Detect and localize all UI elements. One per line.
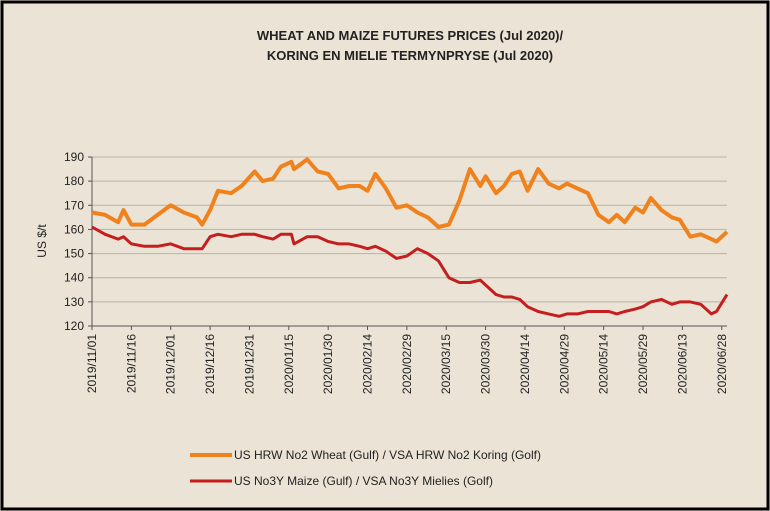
x-tick-label: 2020/02/29	[400, 334, 414, 394]
chart-subtitle: KORING EN MIELIE TERMYNPRYSE (Jul 2020)	[267, 48, 553, 63]
y-tick-label: 180	[64, 174, 84, 188]
legend-label: US No3Y Maize (Gulf) / VSA No3Y Mielies …	[234, 474, 493, 488]
legend-label: US HRW No2 Wheat (Gulf) / VSA HRW No2 Ko…	[234, 448, 541, 462]
y-tick-label: 160	[64, 222, 84, 236]
series-line	[91, 157, 729, 244]
series-line	[91, 225, 729, 318]
x-tick-label: 2019/11/16	[124, 334, 138, 393]
x-tick-label: 2020/04/29	[557, 334, 571, 394]
y-tick-label: 190	[64, 150, 84, 164]
y-axis-label: US $/t	[35, 224, 49, 258]
y-tick-label: 140	[64, 271, 84, 285]
x-tick-label: 2019/12/01	[164, 334, 178, 394]
x-tick-label: 2019/12/31	[242, 334, 256, 394]
y-tick-label: 120	[64, 319, 84, 333]
x-tick-label: 2019/11/01	[85, 334, 99, 393]
x-tick-label: 2020/02/14	[361, 334, 375, 394]
x-tick-label: 2020/06/13	[675, 334, 689, 394]
x-tick-label: 2020/01/30	[321, 334, 335, 394]
x-tick-label: 2020/01/15	[282, 334, 296, 394]
x-tick-label: 2020/04/14	[518, 334, 532, 394]
x-tick-label: 2020/06/28	[715, 334, 729, 394]
y-tick-label: 130	[64, 295, 84, 309]
y-tick-label: 170	[64, 198, 84, 212]
x-tick-label: 2019/12/16	[203, 334, 217, 394]
y-tick-label: 150	[64, 247, 84, 261]
chart-title: WHEAT AND MAIZE FUTURES PRICES (Jul 2020…	[257, 28, 564, 43]
x-tick-label: 2020/03/30	[479, 334, 493, 394]
x-tick-label: 2020/05/14	[597, 334, 611, 394]
x-tick-label: 2020/05/29	[636, 334, 650, 394]
x-tick-label: 2020/03/15	[439, 334, 453, 394]
